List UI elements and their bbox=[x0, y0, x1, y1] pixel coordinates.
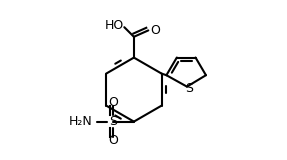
Text: H₂N: H₂N bbox=[69, 115, 92, 128]
Text: O: O bbox=[151, 24, 160, 37]
Text: HO: HO bbox=[104, 19, 123, 32]
Text: S: S bbox=[185, 82, 193, 95]
Text: O: O bbox=[108, 134, 118, 147]
Text: S: S bbox=[109, 115, 117, 128]
Text: O: O bbox=[108, 96, 118, 109]
